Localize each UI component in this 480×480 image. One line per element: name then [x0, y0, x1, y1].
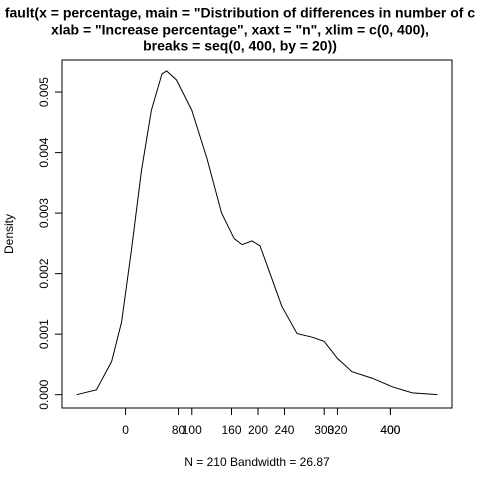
x-tick-label: 100: [182, 423, 202, 437]
x-tick-label: 80: [172, 423, 186, 437]
x-tick-label: 160: [221, 423, 241, 437]
chart-title: fault(x = percentage, main = "Distributi…: [5, 5, 475, 21]
x-tick-label: 0: [122, 423, 129, 437]
y-tick-label: 0.005: [37, 77, 51, 107]
chart-title: xlab = "Increase percentage", xaxt = "n"…: [51, 22, 429, 38]
y-tick-label: 0.001: [37, 319, 51, 349]
y-tick-label: 0.004: [37, 137, 51, 167]
x-tick-label: 200: [248, 423, 268, 437]
x-tick-label: 240: [274, 423, 294, 437]
x-tick-label: 300: [314, 423, 334, 437]
y-tick-label: 0.002: [37, 258, 51, 288]
x-axis-label: N = 210 Bandwidth = 26.87: [184, 455, 330, 469]
y-tick-label: 0.003: [37, 198, 51, 228]
plot-frame: [61, 59, 453, 409]
x-tick-label: 320: [327, 423, 347, 437]
density-line: [76, 70, 438, 396]
y-tick-label: 0.000: [37, 379, 51, 409]
x-tick-label: 400: [380, 423, 400, 437]
x-tick-label: 400: [380, 423, 400, 437]
y-axis-label: Density: [2, 214, 16, 254]
chart-title: breaks = seq(0, 400, by = 20)): [143, 38, 337, 54]
